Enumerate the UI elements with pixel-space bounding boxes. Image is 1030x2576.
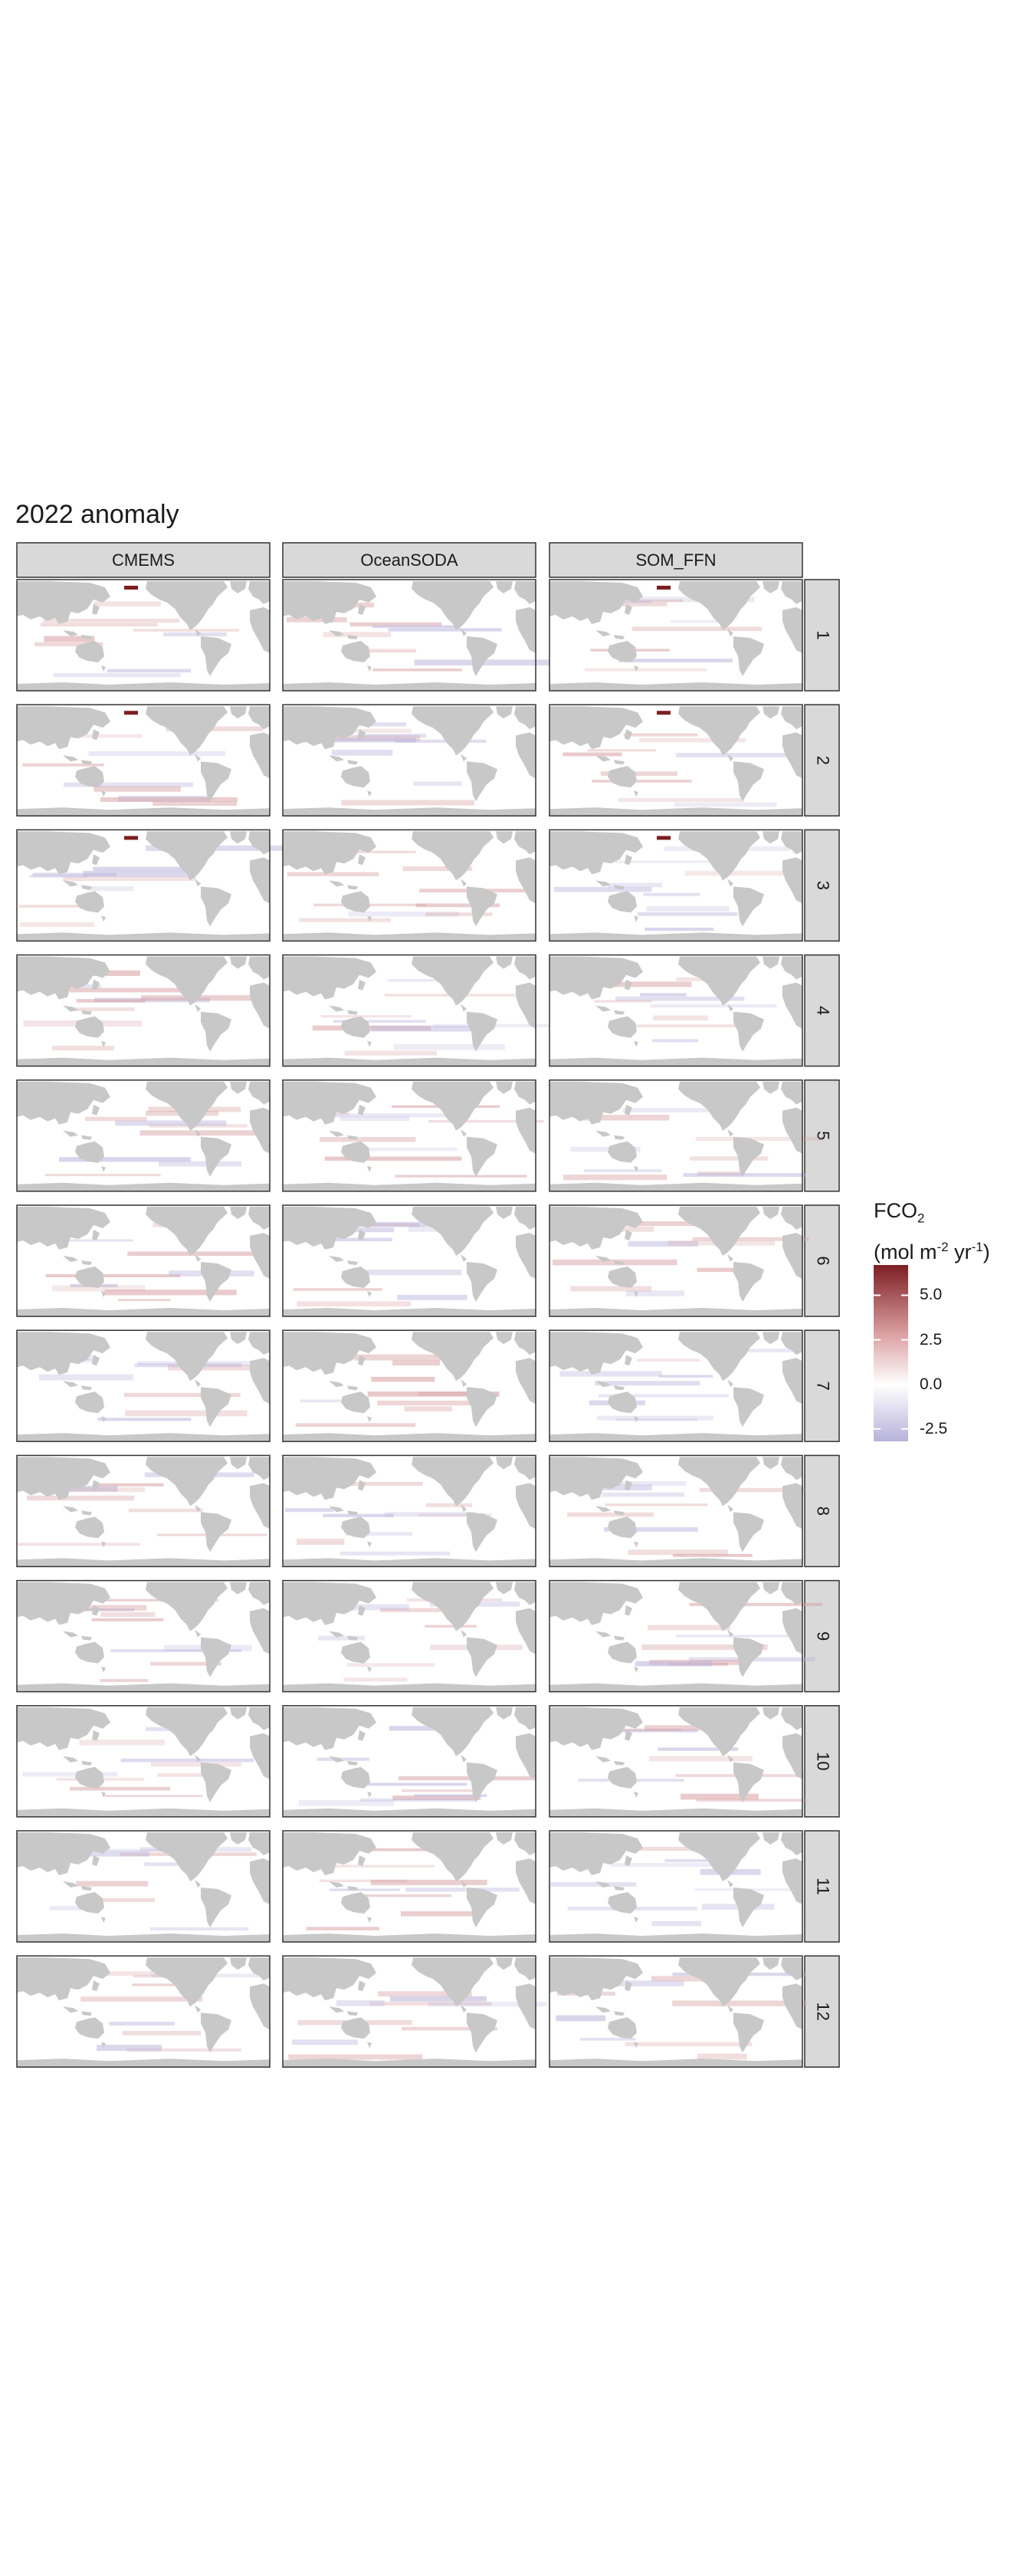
facet-row-label: 12: [814, 2002, 833, 2020]
colorbar-title: FCO2 (mol m-2 yr-1): [874, 1196, 990, 1267]
colorbar-units-suffix: ): [982, 1240, 990, 1264]
facet-column-label: OceanSODA: [360, 550, 458, 570]
facet-strip-row: [804, 1079, 840, 1192]
chart-title: 2022 anomaly: [15, 500, 179, 529]
map-panel: [16, 954, 271, 1067]
map-panel: [549, 1705, 807, 1818]
facet-strip-row: [804, 1454, 840, 1568]
map-panel: [16, 1454, 271, 1568]
map-panel: [16, 704, 271, 816]
map-panel: [16, 1579, 271, 1693]
map-panel: [282, 829, 536, 942]
map-panel: [16, 1204, 271, 1317]
facet-row-label: 5: [814, 1131, 833, 1140]
map-panel: [549, 1079, 823, 1192]
map-panel: [549, 1955, 807, 2068]
map-panel: [282, 1955, 547, 2068]
colorbar-units-prefix: (mol m: [874, 1240, 937, 1264]
map-panel: [549, 1579, 822, 1693]
map-panel: [282, 1830, 536, 1943]
colorbar-tick-label: 0.0: [920, 1375, 943, 1393]
map-panel: [549, 1329, 803, 1442]
facet-strip-row: [804, 1830, 840, 1943]
map-panel: [282, 579, 549, 692]
facet-row-label: 7: [814, 1382, 833, 1391]
colorbar-tick-label: 2.5: [920, 1330, 943, 1349]
facet-strip-row: [804, 1705, 840, 1818]
colorbar: [874, 1265, 908, 1441]
map-panel: [282, 1705, 536, 1818]
facet-column-label: SOM_FFN: [635, 550, 716, 570]
map-panel: [549, 1454, 805, 1568]
facet-row-label: 4: [814, 1006, 833, 1015]
colorbar-tick-label: -2.5: [920, 1419, 948, 1438]
map-panel: [282, 1329, 536, 1442]
colorbar-units-exp2: -1: [971, 1240, 983, 1255]
facet-strip-column: [282, 542, 536, 578]
facet-strip-row: [804, 1955, 840, 2068]
facet-strip-row: [804, 579, 840, 692]
facet-row-label: 8: [814, 1506, 833, 1516]
map-panel: [549, 1830, 803, 1943]
facet-row-label: 9: [814, 1631, 833, 1641]
facet-row-label: 3: [814, 881, 833, 890]
colorbar-units-mid: yr: [948, 1240, 972, 1264]
map-panel: [282, 1079, 544, 1192]
facet-strip-row: [804, 829, 840, 942]
facet-column-label: CMEMS: [112, 550, 175, 570]
facet-row-label: 11: [814, 1878, 833, 1895]
map-panel: [16, 1079, 271, 1192]
facet-strip-row: [804, 1329, 840, 1442]
facet-row-label: 10: [814, 1752, 833, 1770]
facet-strip-column: [549, 542, 803, 578]
colorbar-title-subscript: 2: [917, 1211, 925, 1226]
facet-row-label: 2: [814, 756, 833, 765]
map-panel: [549, 1204, 809, 1317]
facet-strip-row: [804, 704, 840, 816]
map-panel: [16, 1830, 271, 1943]
map-panel: [282, 1579, 536, 1693]
facet-strip-row: [804, 1579, 840, 1693]
facet-row-label: 1: [814, 630, 833, 639]
map-panel: [282, 954, 569, 1067]
facet-row-label: 6: [814, 1256, 833, 1265]
colorbar-title-main: FCO: [874, 1199, 917, 1222]
facet-strip-row: [804, 954, 840, 1067]
map-panel: [549, 579, 803, 692]
map-panel: [16, 1955, 271, 2068]
colorbar-units-exp1: -2: [937, 1240, 949, 1255]
map-panel: [16, 579, 271, 692]
map-panel: [16, 829, 284, 942]
map-panel: [549, 954, 803, 1067]
map-panel: [16, 1329, 271, 1442]
map-panel: [549, 829, 803, 942]
facet-strip-column: [16, 542, 271, 578]
map-panel: [16, 1705, 271, 1818]
map-panel: [549, 704, 803, 816]
map-panel: [282, 1454, 536, 1568]
map-panel: [282, 1204, 536, 1317]
colorbar-tick-label: 5.0: [920, 1286, 943, 1304]
facet-strip-row: [804, 1204, 840, 1317]
map-panel: [282, 704, 536, 816]
